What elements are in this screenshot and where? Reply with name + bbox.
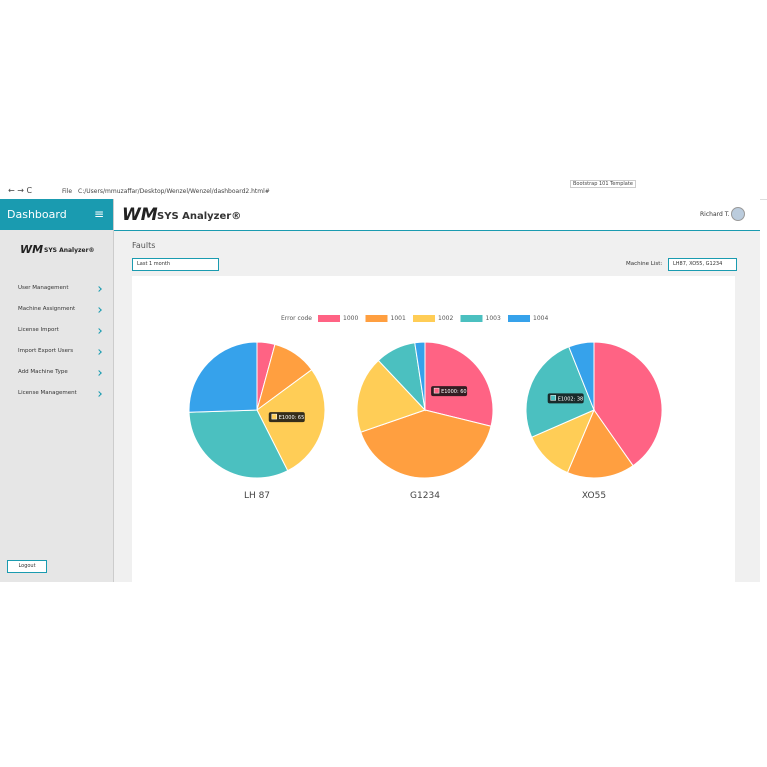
logout-button[interactable]: Logout <box>7 560 47 573</box>
tooltip-swatch <box>550 395 556 401</box>
pie-label: LH 87 <box>244 491 270 501</box>
pie-slice <box>424 341 494 427</box>
legend-label: 1003 <box>486 315 501 322</box>
sidebar-logo: SYS Analyzer® <box>44 247 95 254</box>
tooltip-text: E1000: 60 <box>441 389 467 395</box>
legend-label: 1004 <box>533 315 548 322</box>
file-label: File <box>62 188 73 195</box>
pie-slice <box>568 341 595 411</box>
menu-label: User Management <box>18 285 69 291</box>
chart-card: Error code 1000 1001 1002 1003 1004 LH 87 E1000… <box>132 276 735 582</box>
browser-bar: ← → C File C:/Users/mmuzaffar/Desktop/We… <box>0 180 767 200</box>
tooltip-bg <box>268 412 305 423</box>
tooltip-text: E1002: 38 <box>558 396 584 402</box>
chevron <box>96 349 102 355</box>
pie-slice <box>360 409 492 479</box>
tooltip-bg <box>547 393 584 404</box>
legend-label: 1002 <box>438 315 453 322</box>
menu-toggle[interactable]: ≡ <box>94 207 105 221</box>
legend-swatch <box>508 315 530 322</box>
header: WM SYS Analyzer® Richard T. <box>114 199 760 231</box>
pie-slice <box>188 341 258 413</box>
pie-label: XO55 <box>582 491 606 501</box>
legend-swatch <box>460 315 483 322</box>
legend-label: 1001 <box>391 315 406 322</box>
menu-label: License Management <box>18 390 77 396</box>
tooltip-swatch <box>433 387 440 394</box>
chevron <box>96 286 102 292</box>
chevron <box>96 307 102 313</box>
chart: Error code 1000 1001 1002 1003 1004 LH 87 E1000… <box>188 315 663 501</box>
user-name: Richard T. <box>700 211 730 218</box>
legend-title: Error code <box>281 315 312 322</box>
pie-slice <box>188 409 289 479</box>
header-logo-mark: WM <box>122 205 158 225</box>
legend-swatch <box>365 315 388 322</box>
legend-swatch <box>413 315 435 322</box>
chevron <box>96 391 102 397</box>
page-title: Faults <box>132 241 156 250</box>
avatar[interactable] <box>731 207 745 221</box>
legend-label: 1000 <box>343 315 358 322</box>
pie-slice <box>566 408 634 479</box>
main: WM SYS Analyzer® Richard T. Faults Last … <box>114 199 760 582</box>
sidebar-title: Dashboard <box>7 208 67 221</box>
legend-swatch <box>318 315 340 322</box>
menu-label: Import Export Users <box>18 348 74 354</box>
sidebar-header: Dashboard ≡ <box>0 199 113 230</box>
pie-slice <box>414 341 426 411</box>
machine-select[interactable]: LH87, XO55, G1234 <box>668 258 737 271</box>
menu-label: License Import <box>18 327 59 333</box>
chevron <box>96 370 102 376</box>
menu-item[interactable]: License Management <box>0 383 113 404</box>
tooltip-swatch <box>271 413 278 420</box>
sidebar: Dashboard ≡ WM SYS Analyzer® User Manage… <box>0 199 114 582</box>
pie-label: G1234 <box>410 491 440 501</box>
chevron <box>96 328 102 334</box>
pie-slice <box>525 346 595 438</box>
tooltip-text: E1000: 65 <box>279 415 305 421</box>
date-filter[interactable]: Last 1 month <box>132 258 219 271</box>
pie-slice <box>356 359 426 433</box>
menu-item[interactable]: Import Export Users <box>0 341 113 362</box>
url[interactable]: C:/Users/mmuzaffar/Desktop/Wenzel/Wenzel… <box>78 188 270 195</box>
tab-hint: Bootstrap 101 Template <box>570 180 636 188</box>
header-logo: SYS Analyzer® <box>157 211 242 222</box>
menu-item[interactable]: Add Machine Type <box>0 362 113 383</box>
machine-label: Machine List: <box>626 261 663 267</box>
pie-slice <box>593 341 663 467</box>
tooltip-bg <box>431 386 468 397</box>
menu-item[interactable]: User Management <box>0 278 113 299</box>
sidebar-logo-mark: WM <box>20 243 44 256</box>
menu-item[interactable]: License Import <box>0 320 113 341</box>
menu-item[interactable]: Machine Assignment <box>0 299 113 320</box>
menu-label: Add Machine Type <box>18 369 68 375</box>
menu-label: Machine Assignment <box>18 306 76 312</box>
nav-icons: ← → C <box>8 186 33 195</box>
